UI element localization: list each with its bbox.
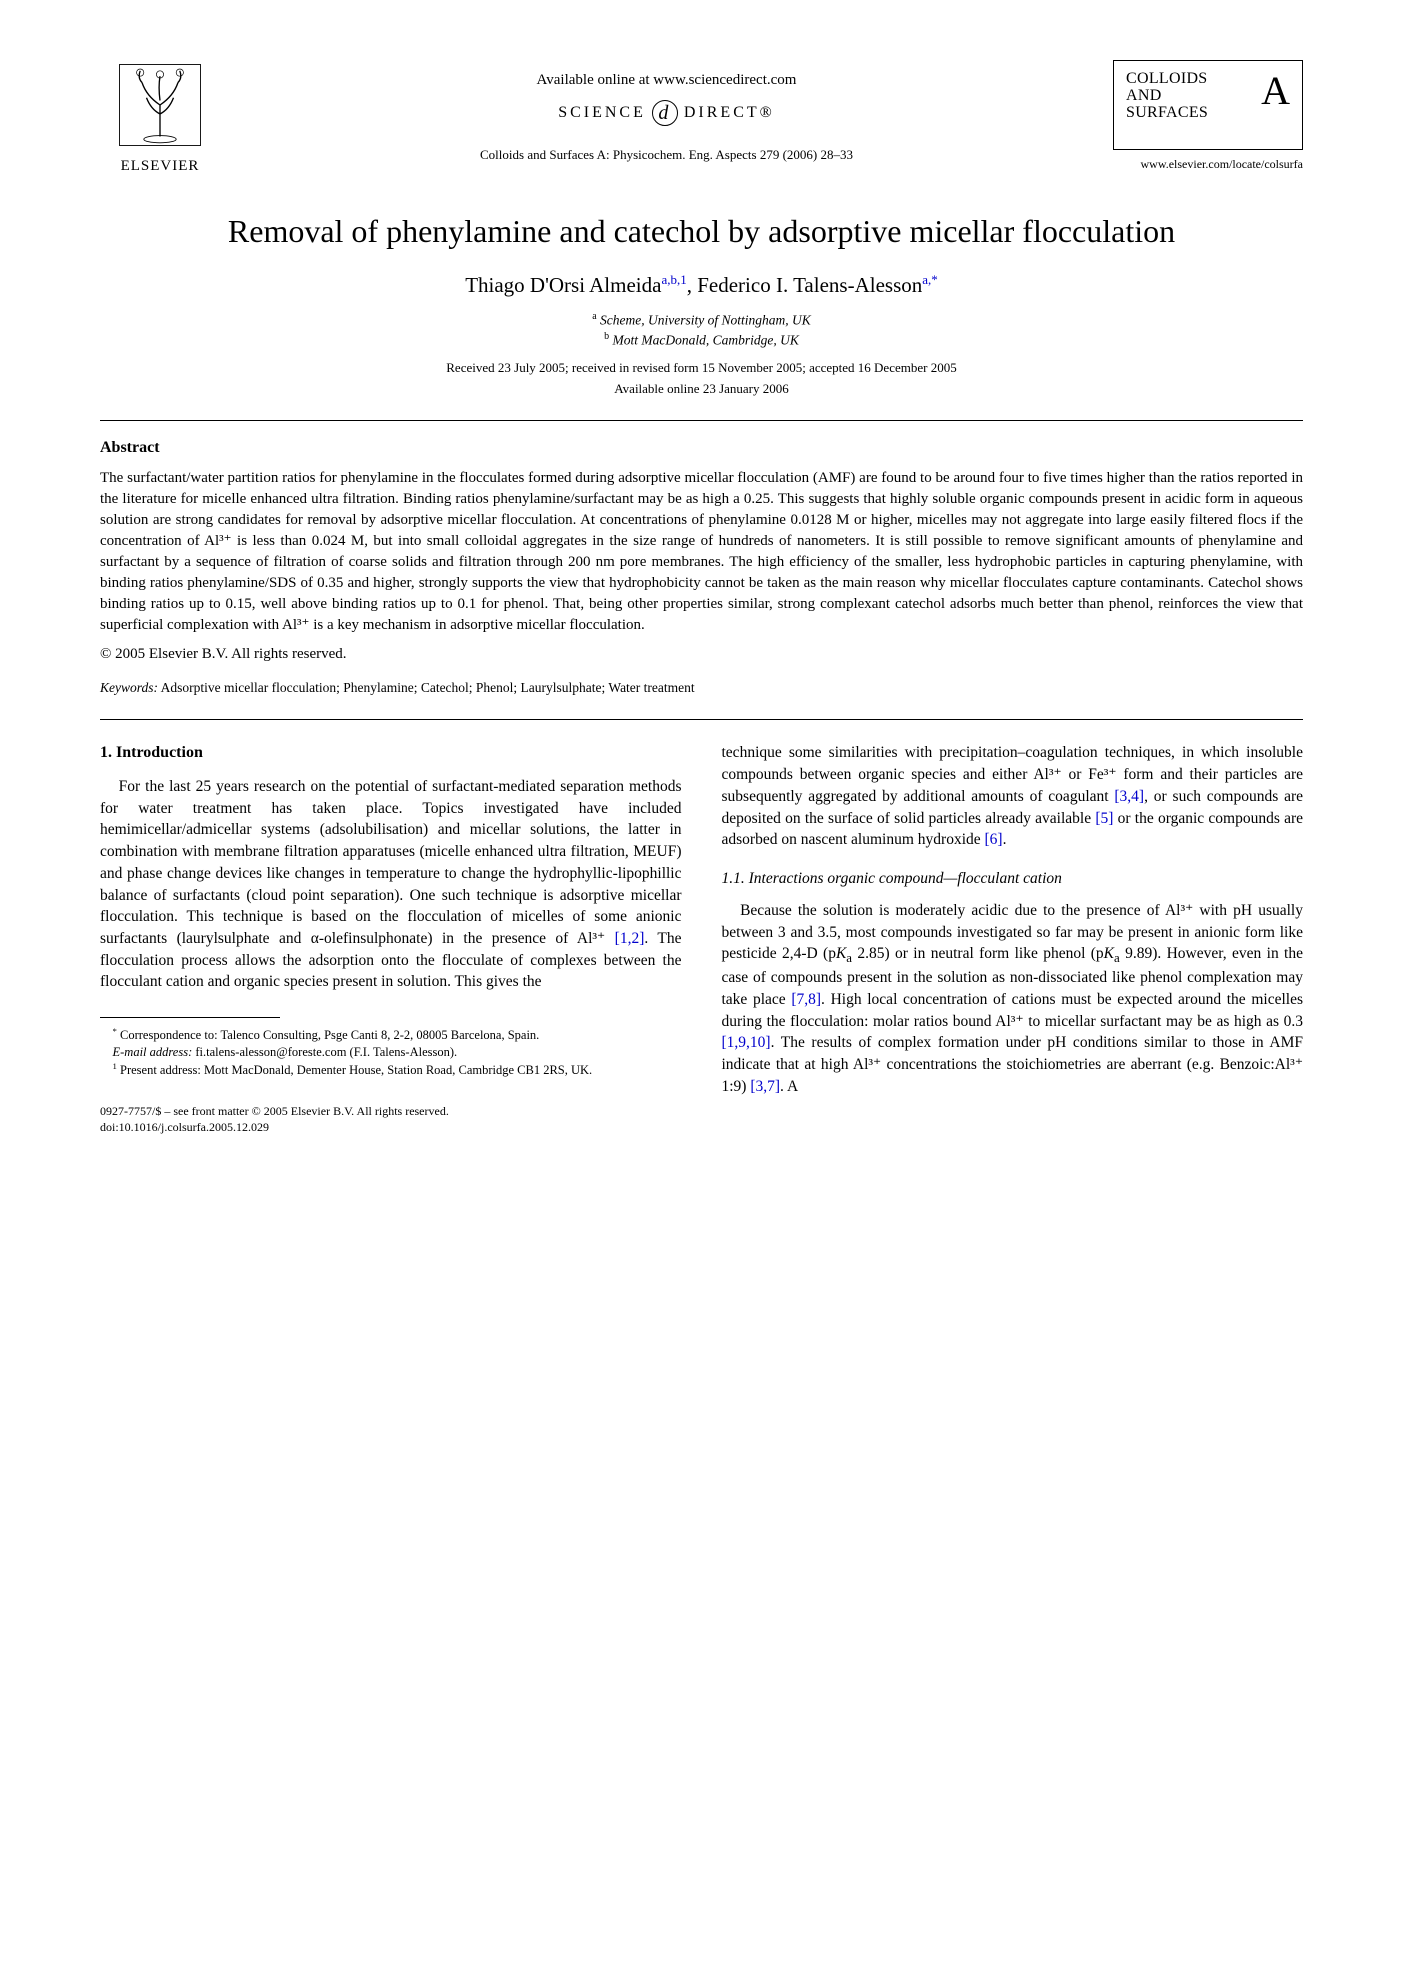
right-column: technique some similarities with precipi… [722,742,1304,1135]
affiliation-a: a Scheme, University of Nottingham, UK [100,310,1303,330]
journal-line2: AND [1126,88,1208,105]
author-2-affil: a,* [922,272,938,287]
affiliations: a Scheme, University of Nottingham, UK b… [100,310,1303,351]
sd-left: SCIENCE [558,102,646,124]
online-date: Available online 23 January 2006 [100,380,1303,398]
corresponding-email[interactable]: fi.talens-alesson@foreste.com (F.I. Tale… [195,1045,457,1059]
paper-title: Removal of phenylamine and catechol by a… [100,210,1303,253]
abstract-text: The surfactant/water partition ratios fo… [100,468,1303,636]
cite-5[interactable]: [5] [1095,810,1113,827]
section-1-heading: 1. Introduction [100,742,682,764]
author-2: Federico I. Talens-Alesson [697,273,922,297]
journal-box: COLLOIDS AND SURFACES A www.elsevier.com… [1113,60,1303,172]
rule-bottom [100,719,1303,720]
cite-3-4[interactable]: [3,4] [1114,788,1144,805]
footnote-correspondence: * Correspondence to: Talenco Consulting,… [100,1026,682,1044]
abstract-copyright: © 2005 Elsevier B.V. All rights reserved… [100,644,1303,665]
footnote-email: E-mail address: fi.talens-alesson@forest… [100,1044,682,1061]
authors-line: Thiago D'Orsi Almeidaa,b,1, Federico I. … [100,271,1303,299]
sd-right: DIRECT® [684,102,775,124]
footnote-present-address: 1 Present address: Mott MacDonald, Demen… [100,1061,682,1079]
keywords-text: Adsorptive micellar flocculation; Phenyl… [161,680,695,695]
keywords-label: Keywords: [100,680,158,695]
intro-para-1-cont: technique some similarities with precipi… [722,742,1304,850]
author-1: Thiago D'Orsi Almeida [465,273,661,297]
cite-7-8[interactable]: [7,8] [791,991,821,1008]
footer-front-matter: 0927-7757/$ – see front matter © 2005 El… [100,1103,682,1119]
section-1-1-heading: 1.1. Interactions organic compound—flocc… [722,869,1304,890]
journal-series-letter: A [1261,71,1290,111]
journal-line1: COLLOIDS [1126,71,1208,88]
cite-1-9-10[interactable]: [1,9,10] [722,1034,771,1051]
footer-doi: doi:10.1016/j.colsurfa.2005.12.029 [100,1119,682,1135]
affiliation-b: b Mott MacDonald, Cambridge, UK [100,330,1303,350]
journal-logo-text: COLLOIDS AND SURFACES [1126,71,1208,121]
cite-3-7[interactable]: [3,7] [750,1078,780,1095]
available-online-text: Available online at www.sciencedirect.co… [220,70,1113,90]
section-1-1-para: Because the solution is moderately acidi… [722,900,1304,1098]
received-dates: Received 23 July 2005; received in revis… [100,359,1303,377]
cite-6[interactable]: [6] [985,831,1003,848]
author-1-affil: a,b,1 [661,272,686,287]
abstract-heading: Abstract [100,437,1303,459]
journal-line3: SURFACES [1126,105,1208,122]
header-center: Available online at www.sciencedirect.co… [220,60,1113,164]
keywords-line: Keywords: Adsorptive micellar flocculati… [100,679,1303,697]
publisher-block: ELSEVIER [100,60,220,176]
journal-logo: COLLOIDS AND SURFACES A [1113,60,1303,150]
elsevier-tree-icon [115,60,205,150]
sd-swirl-icon: d [652,100,678,126]
publisher-name: ELSEVIER [121,156,200,176]
body-columns: 1. Introduction For the last 25 years re… [100,742,1303,1135]
intro-para-1: For the last 25 years research on the po… [100,776,682,993]
paper-header: ELSEVIER Available online at www.science… [100,60,1303,176]
footnote-rule [100,1017,280,1018]
rule-top [100,420,1303,421]
journal-reference: Colloids and Surfaces A: Physicochem. En… [220,146,1113,164]
left-column: 1. Introduction For the last 25 years re… [100,742,682,1135]
cite-1-2[interactable]: [1,2] [615,930,645,947]
journal-url[interactable]: www.elsevier.com/locate/colsurfa [1113,156,1303,172]
page-footer: 0927-7757/$ – see front matter © 2005 El… [100,1103,682,1135]
science-direct-logo: SCIENCE d DIRECT® [220,100,1113,126]
